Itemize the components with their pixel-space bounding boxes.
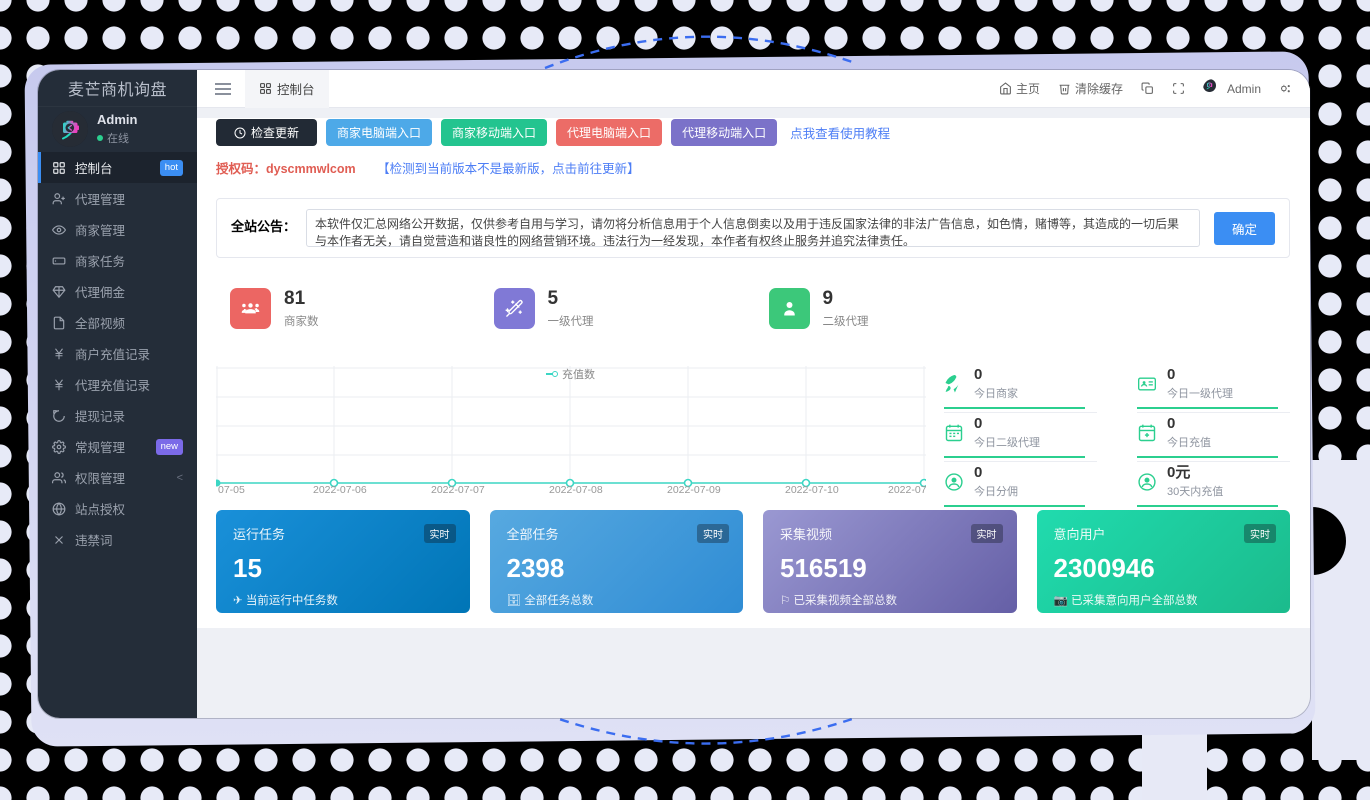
svg-text:2022-07-07: 2022-07-07 [431,484,485,494]
svg-text:07-05: 07-05 [218,484,245,494]
svg-text:2022-07-06: 2022-07-06 [313,484,367,494]
svg-text:2022-07-08: 2022-07-08 [549,484,603,494]
svg-text:2022-07-09: 2022-07-09 [667,484,721,494]
svg-text:2022-07: 2022-07 [888,484,926,494]
svg-text:2022-07-10: 2022-07-10 [785,484,839,494]
